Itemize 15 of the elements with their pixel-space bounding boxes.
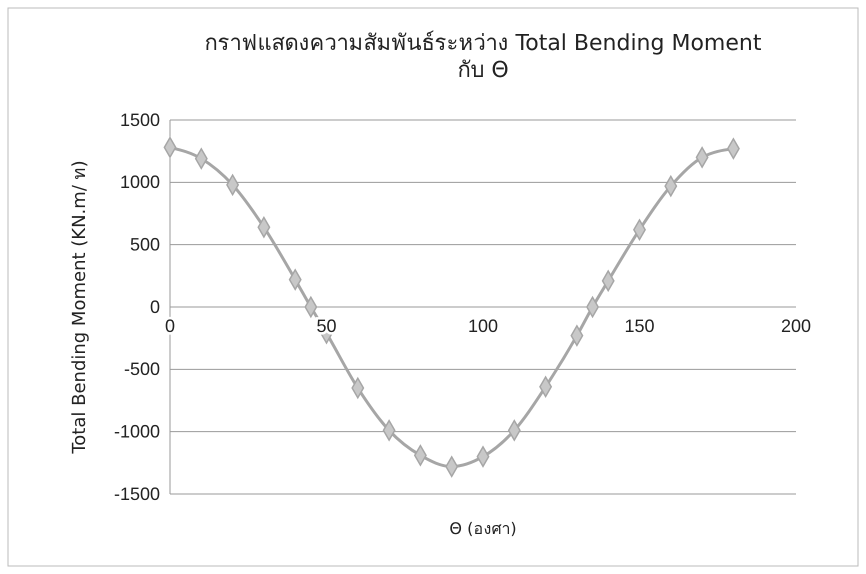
- y-tick-label: -1500: [114, 484, 160, 504]
- x-tick-label: 0: [164, 316, 176, 336]
- y-tick-label: 500: [130, 234, 160, 254]
- y-tick-label: 1500: [120, 110, 160, 130]
- x-axis-title: Θ (องศา): [449, 519, 517, 538]
- x-tick-label: 50: [316, 316, 337, 336]
- x-tick-label: 100: [468, 316, 498, 336]
- y-tick-label: 1000: [120, 172, 160, 192]
- y-tick-label: 0: [150, 296, 160, 317]
- x-tick-label: 150: [624, 316, 655, 336]
- chart-title: กราฟแสดงความสัมพันธ์ระหว่าง Total Bending Moment กับ Θ: [204, 31, 762, 83]
- y-tick-label: -1000: [114, 421, 160, 442]
- x-tick-label: 200: [780, 316, 812, 336]
- y-tick-label: -500: [124, 359, 160, 380]
- y-axis-title: Total Bending Moment (KN.m/ ท): [69, 160, 90, 455]
